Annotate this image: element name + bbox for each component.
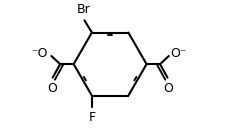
Text: O: O (163, 82, 173, 95)
Text: Br: Br (77, 3, 91, 16)
Text: O⁻: O⁻ (170, 48, 187, 60)
Text: ⁻O: ⁻O (31, 48, 48, 60)
Text: O: O (47, 82, 57, 95)
Text: F: F (88, 111, 95, 124)
